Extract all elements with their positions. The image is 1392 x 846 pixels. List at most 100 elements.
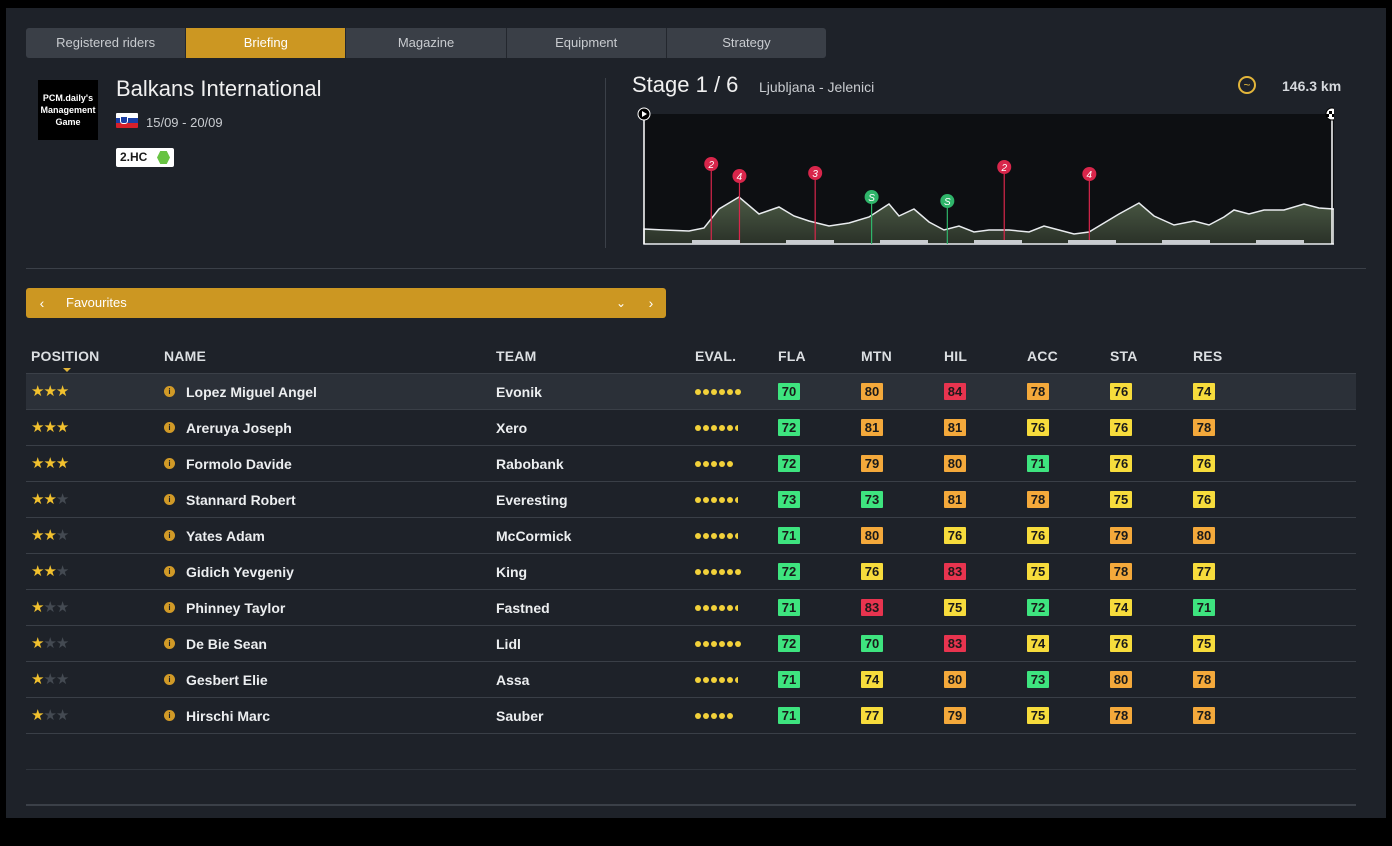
table-row[interactable]: ★★★ i Stannard Robert Everesting 73 73 81 78 75 7… [26, 482, 1356, 518]
table-row[interactable]: ★★★ i Areruya Joseph Xero 72 81 81 76 76 78 [26, 410, 1356, 446]
column-header-mtn[interactable]: MTN [861, 348, 892, 364]
table-row[interactable]: ★★★ i Gesbert Elie Assa 71 74 80 73 80 78 [26, 662, 1356, 698]
star-icon: ★ [43, 383, 56, 400]
chevron-down-icon[interactable]: ⌄ [615, 296, 627, 310]
rider-team[interactable]: Everesting [496, 492, 568, 508]
stat-mtn: 79 [861, 455, 883, 472]
evaluation-dots [695, 531, 738, 541]
column-header-acc[interactable]: ACC [1027, 348, 1058, 364]
rider-name[interactable]: Yates Adam [186, 528, 265, 544]
stage-profile-chart[interactable]: 2 4 3 S S 2 4 [634, 104, 1334, 249]
table-row[interactable]: ★★★ i Phinney Taylor Fastned 71 83 75 72 74 71 [26, 590, 1356, 626]
column-header-sta[interactable]: STA [1110, 348, 1138, 364]
rider-name[interactable]: Stannard Robert [186, 492, 296, 508]
eval-dot [719, 461, 725, 467]
star-icon: ★ [55, 635, 69, 652]
rider-name[interactable]: Areruya Joseph [186, 420, 292, 436]
info-icon[interactable]: i [164, 674, 175, 685]
eval-dot [711, 425, 717, 431]
star-icon: ★ [55, 707, 69, 724]
race-dates: 15/09 - 20/09 [146, 115, 223, 130]
rider-name[interactable]: Gesbert Elie [186, 672, 268, 688]
climb-marker[interactable]: 2 [997, 160, 1012, 244]
column-header-name[interactable]: NAME [164, 348, 207, 364]
section-divider [26, 268, 1366, 269]
eval-dot [735, 641, 741, 647]
table-row[interactable]: ★★★ i Hirschi Marc Sauber 71 77 79 75 78 78 [26, 698, 1356, 734]
climb-category-label: S [944, 197, 951, 208]
rating-stars: ★★★ [31, 600, 69, 615]
table-row[interactable]: ★★★ i Gidich Yevgeniy King 72 76 83 75 78 77 [26, 554, 1356, 590]
eval-dot [727, 641, 733, 647]
rider-team[interactable]: Lidl [496, 636, 521, 652]
rider-name[interactable]: Gidich Yevgeniy [186, 564, 294, 580]
rider-team[interactable]: Fastned [496, 600, 550, 616]
tab-magazine[interactable]: Magazine [346, 28, 507, 58]
rider-team[interactable]: Evonik [496, 384, 542, 400]
info-icon[interactable]: i [164, 530, 175, 541]
column-header-res[interactable]: RES [1193, 348, 1223, 364]
column-header-fla[interactable]: FLA [778, 348, 806, 364]
stat-hil: 84 [944, 383, 966, 400]
climb-marker[interactable]: 3 [808, 166, 823, 244]
info-icon[interactable]: i [164, 494, 175, 505]
stage-title: Stage 1 / 6 [632, 72, 739, 97]
info-icon[interactable]: i [164, 566, 175, 577]
star-icon: ★ [43, 707, 56, 724]
tab-equipment[interactable]: Equipment [506, 28, 667, 58]
rider-team[interactable]: McCormick [496, 528, 572, 544]
eval-dot [727, 605, 733, 611]
info-icon[interactable]: i [164, 386, 175, 397]
info-icon[interactable]: i [164, 602, 175, 613]
eval-dot [719, 389, 725, 395]
rider-team[interactable]: Assa [496, 672, 530, 688]
tab-registered-riders[interactable]: Registered riders [26, 28, 187, 58]
table-row[interactable]: ★★★ i De Bie Sean Lidl 72 70 83 74 76 75 [26, 626, 1356, 662]
info-icon[interactable]: i [164, 710, 175, 721]
race-title: Balkans International [116, 76, 322, 101]
rider-name[interactable]: Lopez Miguel Angel [186, 384, 317, 400]
stat-fla: 72 [778, 419, 800, 436]
info-icon[interactable]: i [164, 458, 175, 469]
stat-acc: 78 [1027, 491, 1049, 508]
eval-dot [735, 569, 741, 575]
chevron-left-icon[interactable]: ‹ [39, 295, 45, 311]
chevron-right-icon[interactable]: › [648, 295, 654, 311]
table-row[interactable]: ★★★ i Lopez Miguel Angel Evonik 70 80 84 78 76 74 [26, 374, 1356, 410]
table-row[interactable]: ★★★ i Formolo Davide Rabobank 72 79 80 71 76 76 [26, 446, 1356, 482]
sprint-marker[interactable]: S [864, 190, 879, 244]
climb-marker[interactable]: 4 [1082, 167, 1097, 244]
rider-team[interactable]: Sauber [496, 708, 544, 724]
column-header-eval[interactable]: EVAL. [695, 348, 737, 364]
climb-marker[interactable]: 2 [704, 157, 719, 244]
tab-strategy[interactable]: Strategy [666, 28, 827, 58]
tab-briefing[interactable]: Briefing [186, 28, 347, 58]
star-icon: ★ [55, 563, 69, 580]
column-header-team[interactable]: TEAM [496, 348, 537, 364]
stat-acc: 72 [1027, 599, 1049, 616]
column-header-hil[interactable]: HIL [944, 348, 968, 364]
stat-mtn: 70 [861, 635, 883, 652]
stat-fla: 72 [778, 563, 800, 580]
rider-name[interactable]: Phinney Taylor [186, 600, 286, 616]
table-row[interactable]: ★★★ i Yates Adam McCormick 71 80 76 76 79 80 [26, 518, 1356, 554]
rider-name[interactable]: Hirschi Marc [186, 708, 271, 724]
rating-stars: ★★★ [31, 707, 69, 724]
rider-team[interactable]: Xero [496, 420, 528, 436]
stat-mtn: 73 [861, 491, 883, 508]
stat-mtn: 81 [861, 419, 883, 436]
rider-team[interactable]: King [496, 564, 528, 580]
star-icon: ★ [31, 707, 44, 724]
favourites-selector[interactable]: ‹ Favourites ⌄ › [26, 288, 666, 318]
rider-name[interactable]: De Bie Sean [186, 636, 267, 652]
eval-dot [695, 389, 701, 395]
sprint-marker[interactable]: S [940, 194, 955, 244]
rider-team[interactable]: Rabobank [496, 456, 564, 472]
info-icon[interactable]: i [164, 422, 175, 433]
column-header-position[interactable]: POSITION [31, 348, 100, 364]
climb-marker[interactable]: 4 [732, 169, 747, 244]
info-icon[interactable]: i [164, 638, 175, 649]
rider-name[interactable]: Formolo Davide [186, 456, 292, 472]
eval-dot [695, 533, 701, 539]
stat-hil: 80 [944, 671, 966, 688]
